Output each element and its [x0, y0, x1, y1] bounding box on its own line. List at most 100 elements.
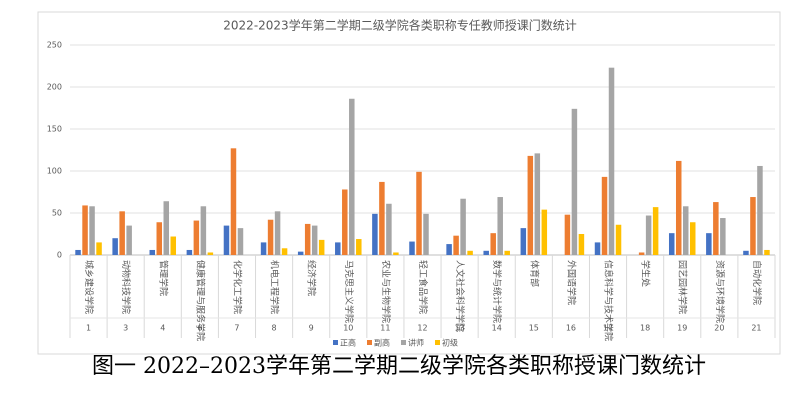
- x-tick-group-label: 8: [272, 324, 277, 333]
- bar: [504, 250, 510, 255]
- bar: [571, 108, 578, 255]
- bar: [541, 209, 548, 255]
- x-tick-label: 园艺园林学院: [677, 260, 689, 314]
- bar: [453, 235, 459, 255]
- legend-label: 正高: [340, 338, 356, 348]
- y-tick-label: 250: [47, 41, 62, 50]
- bar: [638, 252, 645, 255]
- x-tick-group-label: 10: [343, 324, 353, 333]
- bar: [750, 197, 756, 255]
- chart-title: 2022-2023学年第二学期二级学院各类职称专任教师授课门数统计: [223, 18, 576, 33]
- x-tick-group-label: 11: [380, 324, 390, 333]
- legend-swatch: [367, 340, 372, 345]
- bar: [342, 189, 348, 255]
- bar: [274, 211, 281, 255]
- bar: [335, 242, 341, 255]
- bar: [356, 239, 362, 255]
- legend-swatch: [333, 340, 338, 345]
- bar: [372, 213, 378, 255]
- bar: [96, 242, 102, 255]
- x-tick-group-label: 17: [603, 324, 613, 333]
- bar: [379, 181, 385, 255]
- bar: [689, 222, 696, 255]
- x-tick-group-label: 4: [160, 324, 165, 333]
- bar: [608, 67, 615, 256]
- x-tick-group-label: 1: [86, 324, 91, 333]
- bar: [193, 220, 200, 255]
- bar: [757, 165, 763, 255]
- x-tick-group-label: 12: [417, 324, 427, 333]
- x-tick-label: 农业与生物学院: [380, 260, 392, 323]
- x-tick-label: 学生处: [640, 260, 652, 287]
- x-tick-group-label: 14: [492, 324, 502, 333]
- bar: [230, 148, 237, 255]
- bar: [82, 205, 88, 255]
- bar: [170, 236, 177, 255]
- bar: [490, 233, 496, 255]
- bar: [409, 241, 415, 255]
- caption: 图一 2022–2023学年第二学期二级学院各类职称授课门数统计: [92, 354, 706, 379]
- y-tick-label: 0: [57, 251, 62, 260]
- legend-swatch: [435, 340, 440, 345]
- legend-label: 副高: [374, 338, 390, 348]
- x-tick-group-label: 21: [751, 324, 761, 333]
- bar: [578, 234, 585, 255]
- bar: [446, 244, 452, 255]
- x-tick-label: 经济学院: [306, 260, 318, 296]
- bar: [281, 248, 288, 255]
- x-tick-label: 城乡建设学院: [83, 260, 95, 314]
- x-tick-group-label: 3: [123, 324, 128, 333]
- x-tick-group-label: 16: [566, 324, 576, 333]
- x-tick-label: 管理学院: [157, 260, 169, 296]
- x-tick-label: 动物科技学院: [120, 260, 132, 314]
- bar: [527, 155, 534, 255]
- bar: [520, 228, 527, 255]
- x-tick-label: 人文社会科学学院: [454, 260, 466, 332]
- bar: [156, 222, 163, 255]
- legend-label: 讲师: [408, 338, 424, 348]
- y-tick-label: 50: [52, 209, 62, 218]
- bar: [460, 198, 466, 255]
- bar: [119, 211, 125, 255]
- x-tick-label: 体育部: [528, 260, 540, 287]
- x-tick-label: 化学化工学院: [231, 260, 243, 314]
- x-tick-label: 数学与统计学院: [491, 260, 503, 323]
- bar: [720, 218, 726, 255]
- bar: [483, 250, 489, 255]
- bar: [297, 251, 304, 255]
- legend-swatch: [401, 340, 406, 345]
- bar: [149, 249, 156, 255]
- x-tick-label: 资源与环境学院: [714, 260, 726, 323]
- bar: [675, 160, 682, 255]
- x-tick-label: 马克思主义学院: [343, 260, 355, 323]
- bar: [223, 225, 230, 255]
- bar: [126, 225, 132, 255]
- bar: [713, 202, 719, 255]
- x-tick-group-label: 6: [197, 324, 202, 333]
- x-tick-group-label: 15: [529, 324, 539, 333]
- x-tick-label: 轻工食品学院: [417, 260, 429, 314]
- bar: [652, 207, 659, 255]
- bar: [534, 153, 541, 255]
- bar: [497, 197, 503, 255]
- x-tick-group-label: 19: [677, 324, 687, 333]
- y-tick-label: 200: [47, 83, 62, 92]
- bar: [645, 215, 652, 255]
- bar: [267, 219, 274, 255]
- legend-label: 初级: [442, 338, 458, 348]
- bar: [260, 242, 267, 255]
- x-tick-group-label: 18: [640, 324, 650, 333]
- bar: [112, 238, 118, 255]
- chart-frame: [37, 11, 781, 355]
- bar: [318, 239, 325, 255]
- bar: [564, 214, 571, 255]
- x-tick-label: 健康管理与服务学院: [194, 260, 206, 341]
- bar: [200, 206, 207, 255]
- x-tick-group-label: 9: [309, 324, 314, 333]
- bar: [237, 228, 244, 255]
- x-tick-group-label: 7: [234, 324, 239, 333]
- bar: [386, 203, 392, 255]
- x-tick-label: 机电工程学院: [269, 260, 281, 314]
